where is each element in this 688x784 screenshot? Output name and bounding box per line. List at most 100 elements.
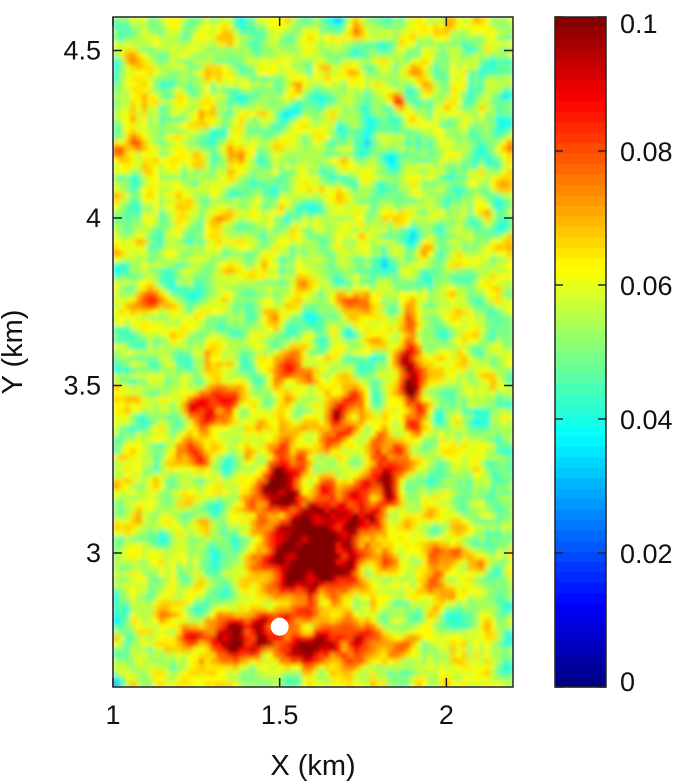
heatmap-cell: [164, 611, 171, 618]
heatmap-cell: [364, 477, 371, 484]
heatmap-cell: [484, 657, 491, 665]
heatmap-cell: [198, 553, 206, 560]
heatmap-cell: [438, 570, 446, 577]
heatmap-cell: [198, 523, 206, 531]
heatmap-cell: [370, 570, 377, 577]
heatmap-cell: [295, 675, 303, 682]
heatmap-cell: [198, 605, 206, 612]
heatmap-cell: [341, 564, 348, 572]
heatmap-cell: [415, 395, 423, 403]
heatmap-cell: [358, 553, 366, 560]
heatmap-cell: [347, 349, 354, 356]
heatmap-cell: [433, 401, 440, 408]
heatmap-cell: [124, 605, 131, 612]
heatmap-cell: [147, 279, 154, 286]
heatmap-cell: [370, 512, 377, 519]
heatmap-cell: [261, 290, 268, 298]
heatmap-cell: [387, 605, 394, 612]
heatmap-cell: [113, 296, 120, 304]
heatmap-cell: [233, 541, 240, 548]
heatmap-cell: [198, 372, 206, 379]
heatmap-cell: [181, 448, 188, 455]
heatmap-cell: [415, 285, 423, 292]
heatmap-cell: [113, 576, 120, 583]
heatmap-cell: [113, 628, 120, 636]
heatmap-cell: [278, 442, 286, 449]
heatmap-cell: [124, 459, 131, 467]
heatmap-cell: [164, 587, 171, 595]
heatmap-cell: [398, 290, 406, 298]
heatmap-cell: [307, 331, 314, 339]
heatmap-cell: [478, 273, 486, 280]
heatmap-cell: [415, 587, 423, 595]
heatmap-cell: [187, 669, 194, 676]
heatmap-cell: [273, 587, 280, 595]
heatmap-cell: [141, 343, 148, 350]
heatmap-cell: [318, 477, 326, 484]
heatmap-cell: [181, 465, 188, 473]
heatmap-cell: [313, 553, 320, 560]
heatmap-cell: [198, 500, 206, 507]
heatmap-cell: [461, 640, 468, 647]
heatmap-cell: [290, 646, 297, 653]
heatmap-cell: [158, 483, 166, 490]
heatmap-cell: [341, 453, 348, 461]
heatmap-cell: [381, 576, 388, 583]
heatmap-cell: [141, 494, 148, 502]
heatmap-cell: [335, 576, 343, 583]
heatmap-cell: [410, 488, 417, 496]
heatmap-cell: [238, 413, 246, 420]
heatmap-cell: [227, 424, 234, 432]
heatmap-cell: [347, 296, 354, 304]
heatmap-cell: [495, 407, 503, 414]
heatmap-cell: [250, 395, 257, 403]
heatmap-cell: [181, 518, 188, 525]
heatmap-cell: [227, 453, 234, 461]
heatmap-cell: [141, 471, 148, 478]
heatmap-cell: [490, 587, 497, 595]
heatmap-cell: [261, 448, 268, 455]
heatmap-cell: [118, 337, 126, 344]
heatmap-cell: [307, 576, 314, 583]
heatmap-cell: [307, 652, 314, 659]
heatmap-cell: [404, 564, 411, 572]
heatmap-cell: [181, 535, 188, 542]
heatmap-cell: [147, 319, 154, 327]
heatmap-cell: [267, 360, 274, 368]
heatmap-cell: [164, 518, 171, 525]
heatmap-cell: [421, 302, 428, 309]
heatmap-cell: [421, 640, 428, 647]
heatmap-cell: [193, 587, 200, 595]
heatmap-cell: [433, 617, 440, 624]
heatmap-cell: [210, 477, 217, 484]
heatmap-cell: [347, 290, 354, 298]
heatmap-cell: [484, 453, 491, 461]
heatmap-cell: [193, 564, 200, 572]
heatmap-cell: [398, 617, 406, 624]
heatmap-cell: [313, 372, 320, 379]
heatmap-cell: [244, 471, 251, 478]
heatmap-cell: [478, 634, 486, 641]
heatmap-cell: [364, 401, 371, 408]
heatmap-cell: [193, 529, 200, 537]
heatmap-cell: [478, 436, 486, 443]
heatmap-cell: [118, 389, 126, 397]
heatmap-cell: [238, 436, 246, 443]
heatmap-cell: [227, 663, 234, 671]
heatmap-cell: [295, 372, 303, 379]
heatmap-cell: [153, 558, 160, 566]
heatmap-cell: [210, 652, 217, 659]
heatmap-cell: [438, 279, 446, 286]
heatmap-cell: [330, 331, 337, 339]
heatmap-cell: [324, 488, 331, 496]
heatmap-cell: [118, 343, 126, 350]
heatmap-cell: [415, 308, 423, 315]
heatmap-cell: [221, 512, 228, 519]
heatmap-cell: [433, 372, 440, 379]
heatmap-cell: [175, 471, 183, 478]
heatmap-cell: [467, 354, 474, 362]
heatmap-cell: [175, 413, 183, 420]
heatmap-cell: [187, 459, 194, 467]
heatmap-cell: [375, 593, 383, 601]
heatmap-cell: [484, 436, 491, 443]
